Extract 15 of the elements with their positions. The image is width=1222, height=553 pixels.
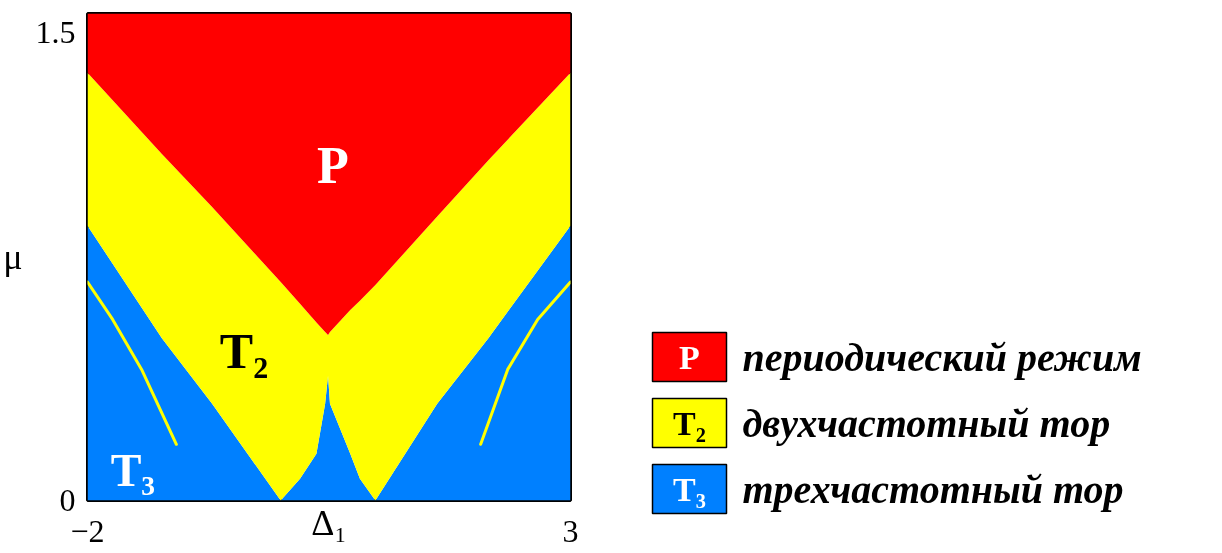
text: T₂ xyxy=(673,404,706,442)
line-series xyxy=(87,280,178,446)
annotation: T₃ xyxy=(110,444,156,496)
text: T₃ xyxy=(673,470,706,508)
text: периодический режим xyxy=(742,334,1142,380)
annotation: P xyxy=(316,136,349,194)
x-axis-title: Δ₁ xyxy=(311,502,347,543)
x-tick-label: 3 xyxy=(562,512,579,549)
y-axis-title: μ xyxy=(3,237,23,277)
text: P xyxy=(679,338,700,376)
y-tick-label: 1.5 xyxy=(35,13,76,50)
legend-label: двухчастотный тор xyxy=(742,400,1111,446)
annotation: T₂ xyxy=(219,322,269,379)
line-series xyxy=(479,280,571,446)
legend-label: трехчастотный тор xyxy=(742,466,1124,512)
